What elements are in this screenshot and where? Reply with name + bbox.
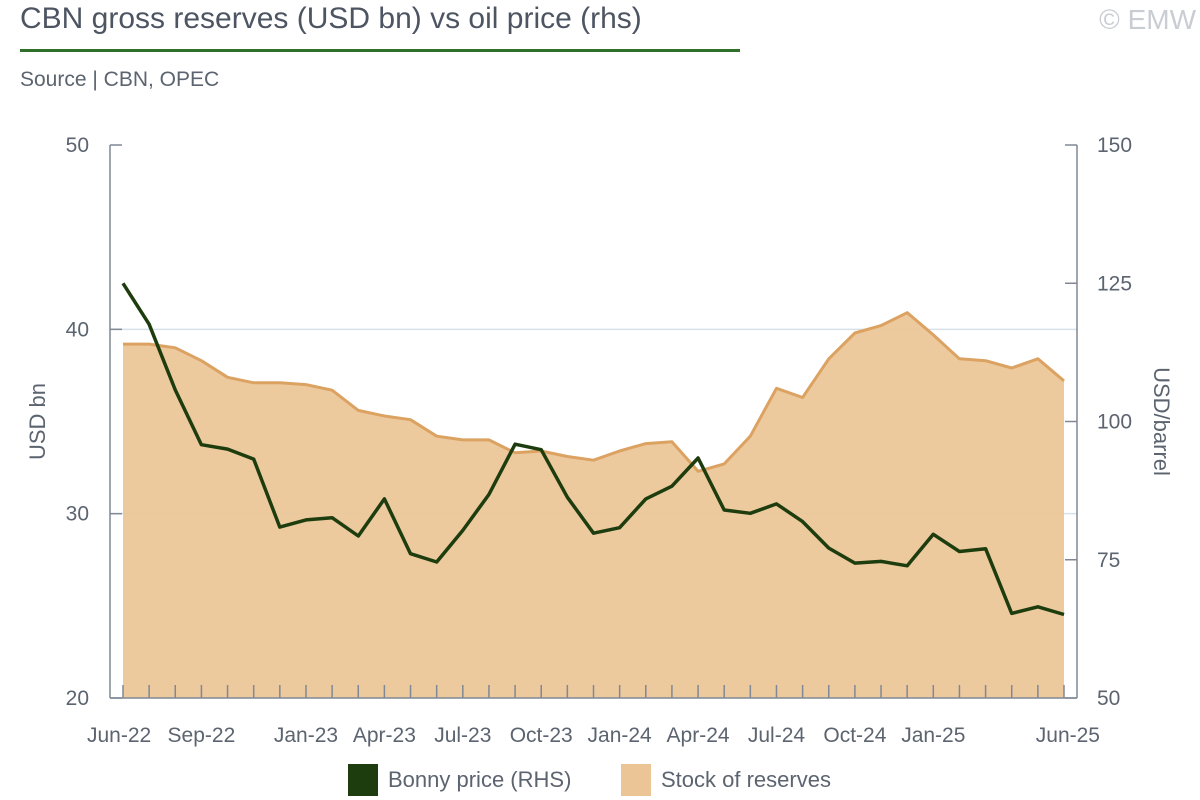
legend-label-reserves: Stock of reserves xyxy=(661,767,831,792)
legend: Bonny price (RHS) Stock of reserves xyxy=(0,764,1200,800)
x-tick-label-Oct-23: Oct-23 xyxy=(510,724,573,747)
title-underline xyxy=(20,49,740,52)
source-note: Source | CBN, OPEC xyxy=(20,68,220,91)
copyright-label: © EMW xyxy=(1099,4,1196,35)
x-tick-label-Jun-25: Jun-25 xyxy=(1036,724,1100,747)
right-tick-label-100: 100 xyxy=(1097,411,1132,434)
x-tick-label-Jul-24: Jul-24 xyxy=(748,724,806,747)
x-tick-label-Jul-23: Jul-23 xyxy=(434,724,491,747)
chart-canvas: 20 30 40 50 50 75 100 125 150 Jun-22 Sep-22 Jan-23 A… xyxy=(25,134,1174,747)
series-layer xyxy=(121,282,1065,698)
x-tick-label-Jan-23: Jan-23 xyxy=(274,724,338,747)
x-tick-label-Jan-24: Jan-24 xyxy=(588,724,653,747)
x-tick-label-Apr-24: Apr-24 xyxy=(667,724,730,747)
legend-item-reserves: Stock of reserves xyxy=(621,764,831,796)
left-tick-label-20: 20 xyxy=(66,687,89,710)
left-tick-label-50: 50 xyxy=(66,134,89,157)
x-tick-label-Jan-25: Jan-25 xyxy=(901,724,965,747)
y-axis-left-title: USD bn xyxy=(25,383,50,460)
bonny-line xyxy=(121,282,1065,617)
axis-layer xyxy=(109,144,1078,699)
legend-item-bonny: Bonny price (RHS) xyxy=(348,764,571,796)
right-tick-label-75: 75 xyxy=(1097,549,1120,572)
x-tick-label-Sep-22: Sep-22 xyxy=(168,724,236,747)
right-tick-label-125: 125 xyxy=(1097,272,1132,295)
legend-swatch-bonny xyxy=(348,764,378,796)
x-tick-label-Jun-22: Jun-22 xyxy=(87,724,151,747)
x-tick-label-Oct-24: Oct-24 xyxy=(823,724,886,747)
right-tick-label-50: 50 xyxy=(1097,687,1120,710)
legend-swatch-reserves xyxy=(621,764,651,796)
chart-title: CBN gross reserves (USD bn) vs oil price… xyxy=(20,2,642,35)
reserves-area xyxy=(123,312,1064,698)
x-tick-label-Apr-23: Apr-23 xyxy=(353,724,416,747)
right-tick-label-150: 150 xyxy=(1097,134,1132,157)
legend-label-bonny: Bonny price (RHS) xyxy=(388,767,572,792)
reserves-line xyxy=(123,311,1065,473)
y-axis-right-title: USD/barrel xyxy=(1149,367,1174,476)
left-tick-label-30: 30 xyxy=(66,503,89,526)
left-tick-label-40: 40 xyxy=(66,318,89,341)
label-layer: 20 30 40 50 50 75 100 125 150 Jun-22 Sep-22 Jan-23 A… xyxy=(25,134,1174,747)
